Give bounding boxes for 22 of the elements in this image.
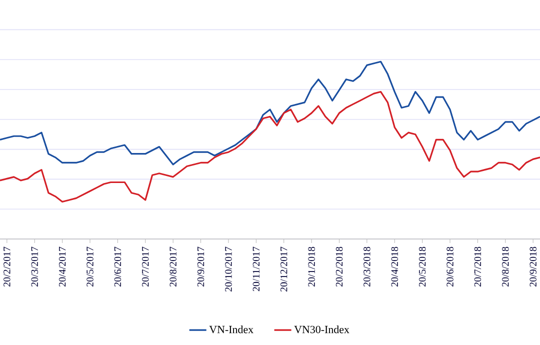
x-tick-label: 20/3/2017 bbox=[31, 246, 38, 286]
x-tick-label: 20/4/2017 bbox=[58, 246, 66, 286]
legend-label: VN-Index bbox=[209, 326, 254, 334]
x-tick-label: 20/1/2018 bbox=[308, 246, 315, 286]
x-tick-label: 20/6/2017 bbox=[114, 246, 122, 286]
x-tick-label: 20/2/2017 bbox=[4, 246, 10, 286]
x-tick-label: 20/7/2018 bbox=[474, 246, 482, 286]
legend-label: VN30-Index bbox=[294, 326, 350, 334]
x-tick-label: 20/9/2017 bbox=[197, 246, 204, 286]
x-tick-label: 20/3/2018 bbox=[364, 246, 370, 286]
x-tick-label: 20/6/2018 bbox=[446, 246, 454, 286]
x-tick-label: 20/8/2018 bbox=[502, 246, 509, 286]
x-tick-label: 20/2/2018 bbox=[336, 246, 343, 286]
x-tick-label: 20/8/2017 bbox=[170, 246, 176, 286]
x-tick-label: 20/7/2017 bbox=[142, 246, 149, 286]
x-tick-label: 20/10/2017 bbox=[225, 246, 232, 292]
x-tick-label: 20/11/2017 bbox=[252, 246, 260, 292]
x-tick-label: 20/5/2018 bbox=[418, 246, 426, 286]
x-tick-label: 20/4/2018 bbox=[391, 246, 398, 286]
x-tick-label: 20/12/2017 bbox=[280, 246, 288, 292]
x-tick-label: 20/5/2017 bbox=[86, 246, 94, 286]
x-tick-label: 20/9/2018 bbox=[530, 246, 536, 286]
